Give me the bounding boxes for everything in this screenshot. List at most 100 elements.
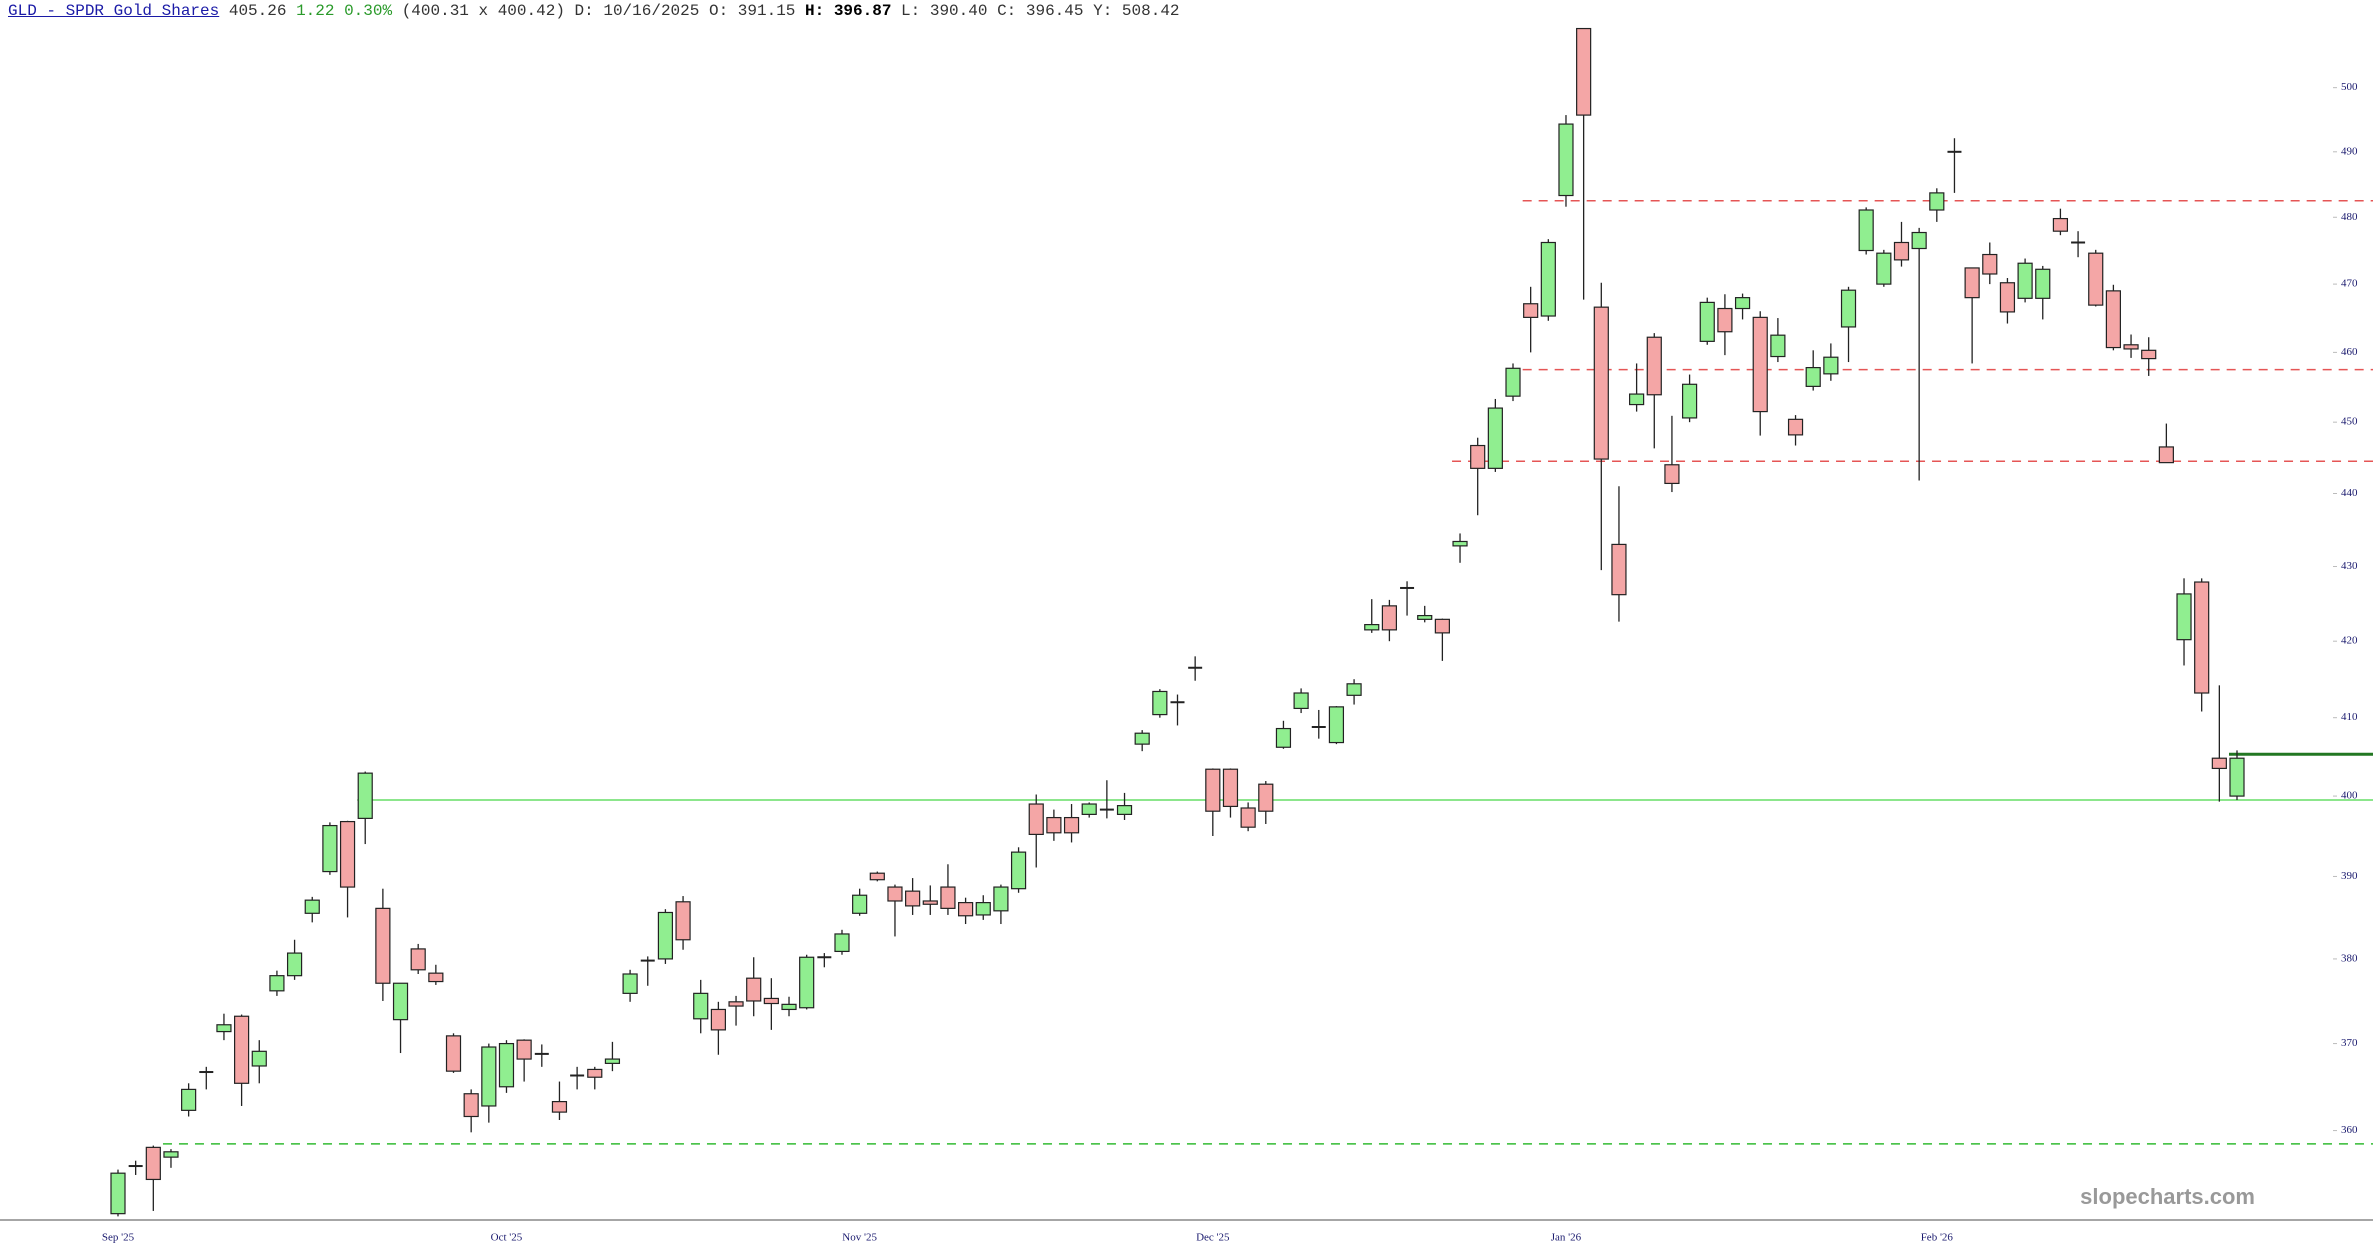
candle-body	[799, 956, 815, 1009]
field-value: 391.15	[737, 2, 796, 20]
candle-body	[375, 907, 391, 984]
candle-body	[1576, 27, 1592, 116]
candle-body	[322, 824, 338, 873]
candle-body	[763, 997, 779, 1005]
candle-body	[834, 933, 850, 953]
candle-body	[498, 1042, 515, 1088]
candle-body	[428, 972, 444, 983]
candle-body	[1982, 253, 1998, 275]
quote: (400.31 x 400.42)	[401, 2, 565, 20]
candle-body	[357, 772, 373, 819]
candle-body	[1046, 816, 1062, 834]
candle-body	[392, 982, 409, 1021]
candle-body	[1770, 334, 1786, 358]
candle-body	[286, 952, 303, 977]
field-value: 508.42	[1121, 2, 1180, 20]
y-tick-label: 480	[2341, 211, 2358, 223]
candle-body	[657, 911, 674, 960]
field-label: O:	[708, 2, 729, 20]
candle-body	[1275, 727, 1292, 748]
field-label: C:	[997, 2, 1017, 20]
candle-body	[410, 948, 426, 971]
candle-body	[1116, 805, 1133, 815]
candle-body	[481, 1046, 497, 1107]
candle-body	[1646, 336, 1662, 396]
y-tick-label: 380	[2341, 952, 2358, 964]
candle-body	[1876, 252, 1892, 285]
candle-body	[1964, 267, 1980, 299]
candle-body	[1328, 706, 1345, 744]
y-tick-label: 430	[2341, 560, 2358, 572]
candle-body	[1381, 605, 1398, 631]
y-tick-label: 470	[2341, 278, 2358, 290]
candle-body	[1505, 367, 1521, 397]
candle-body	[1734, 297, 1751, 310]
candle-body	[234, 1015, 250, 1084]
candle-body	[1999, 282, 2016, 313]
candle-body	[1205, 768, 1221, 812]
symbol-link[interactable]: GLD - SPDR Gold Shares	[8, 2, 220, 20]
candle-body	[1346, 683, 1362, 696]
candle-body	[1010, 851, 1027, 890]
x-tick-label: Jan '26	[1551, 1232, 1582, 1244]
candle-body	[852, 894, 868, 914]
candle-body	[1293, 692, 1309, 710]
candle-body	[1364, 624, 1380, 631]
candle-body	[957, 902, 974, 917]
y-tick-label: 410	[2341, 711, 2358, 723]
candle-body	[693, 992, 709, 1020]
candle-body	[940, 886, 956, 909]
x-tick-label: Nov '25	[842, 1232, 877, 1244]
candle-body	[604, 1058, 621, 1064]
candle-body	[1487, 407, 1503, 469]
candle-body	[181, 1088, 197, 1111]
candle-body	[216, 1024, 232, 1033]
y-tick-label: 400	[2341, 790, 2358, 802]
candle-body	[551, 1100, 568, 1113]
candle-body	[922, 900, 938, 905]
candle-body	[2052, 217, 2069, 232]
candle-body	[1258, 783, 1274, 812]
candle-body	[2035, 268, 2051, 299]
candle-body	[993, 886, 1009, 912]
candle-body	[587, 1068, 603, 1078]
y-tick-label: 450	[2341, 416, 2358, 428]
candle-body	[304, 899, 320, 914]
candle-body	[1434, 618, 1450, 634]
candle-body	[1805, 366, 1821, 387]
candle-body	[1611, 543, 1627, 596]
candle-body	[2176, 593, 2192, 641]
candle-body	[1452, 540, 1468, 547]
field-label: Y:	[1093, 2, 1113, 20]
candle-body	[1523, 303, 1539, 318]
candle-body	[887, 886, 903, 902]
field-label: L:	[901, 2, 921, 20]
header: GLD - SPDR Gold Shares 405.26 1.22 0.30%…	[8, 2, 1180, 20]
candle-body	[1222, 768, 1239, 808]
y-tick-label: 420	[2341, 635, 2358, 647]
candle-body	[728, 1001, 744, 1007]
field-label: H:	[805, 2, 825, 20]
candle-body	[516, 1039, 532, 1060]
candle-body	[145, 1146, 161, 1181]
candle-body	[1558, 123, 1574, 197]
candle-body	[1681, 383, 1698, 419]
candle-body	[2211, 757, 2227, 770]
candle-body	[622, 973, 638, 994]
x-tick-label: Oct '25	[491, 1232, 523, 1244]
candle-body	[339, 820, 356, 888]
candle-body	[2158, 446, 2174, 464]
x-tick-label: Dec '25	[1196, 1232, 1230, 1244]
field-label: D:	[574, 2, 594, 20]
candle-body	[463, 1093, 479, 1118]
candle-body	[1063, 816, 1080, 834]
candle-body	[1417, 614, 1433, 620]
candle-body	[1752, 316, 1768, 413]
candle-body	[2194, 581, 2210, 694]
field-value: 396.45	[1025, 2, 1084, 20]
candle-body	[746, 977, 762, 1002]
candle-body	[1134, 732, 1150, 745]
last-price: 405.26	[228, 2, 287, 20]
